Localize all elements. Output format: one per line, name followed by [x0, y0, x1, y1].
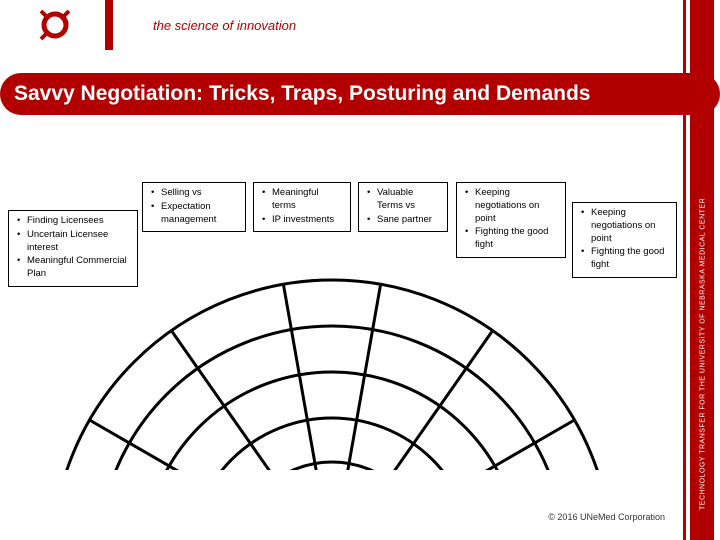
header: the science of innovation	[0, 0, 720, 50]
info-box-item: Finding Licensees	[15, 215, 131, 228]
info-box-box3: Meaningful termsIP investments	[253, 182, 351, 232]
info-box-box6: Keeping negotiations on pointFighting th…	[572, 202, 677, 278]
info-box-item: Fighting the good fight	[579, 246, 670, 272]
info-box-item: Sane partner	[365, 214, 441, 227]
info-box-item: Keeping negotiations on point	[579, 207, 670, 245]
copyright: © 2016 UNeMed Corporation	[548, 512, 665, 522]
info-box-item: Valuable Terms vs	[365, 187, 441, 213]
info-box-item: Fighting the good fight	[463, 226, 559, 252]
fan-diagram	[40, 270, 625, 470]
tagline: the science of innovation	[153, 18, 296, 33]
vertical-divider	[105, 0, 113, 50]
info-box-item: Keeping negotiations on point	[463, 187, 559, 225]
content-area: Finding LicenseesUncertain Licensee inte…	[0, 180, 720, 520]
info-box-item: Selling vs	[149, 187, 239, 200]
info-box-box2: Selling vsExpectation management	[142, 182, 246, 232]
info-box-item: Expectation management	[149, 201, 239, 227]
page-title: Savvy Negotiation: Tricks, Traps, Postur…	[14, 82, 591, 106]
info-box-box5: Keeping negotiations on pointFighting th…	[456, 182, 566, 258]
info-box-box4: Valuable Terms vsSane partner	[358, 182, 448, 232]
info-box-item: Uncertain Licensee interest	[15, 229, 131, 255]
title-band: Savvy Negotiation: Tricks, Traps, Postur…	[0, 73, 720, 115]
info-box-item: IP investments	[260, 214, 344, 227]
brand-logo	[35, 5, 75, 45]
info-box-item: Meaningful terms	[260, 187, 344, 213]
